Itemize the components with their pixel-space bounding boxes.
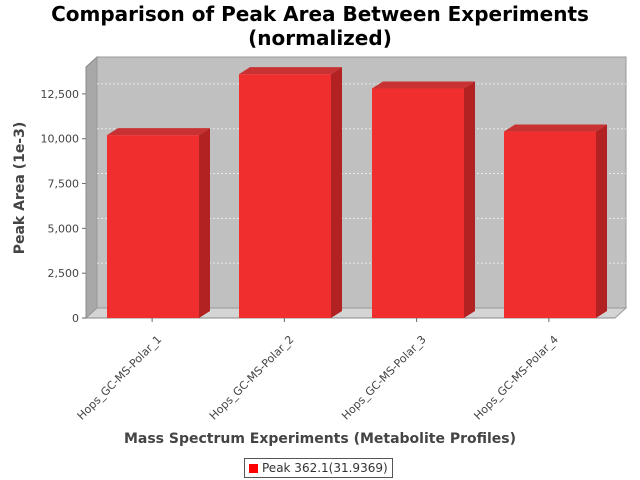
x-tick-label: Hops_GC-MS-Polar_4 bbox=[471, 333, 561, 423]
bar-top bbox=[504, 124, 607, 132]
bar-side bbox=[331, 67, 342, 319]
bar-top bbox=[239, 67, 342, 75]
legend-swatch bbox=[249, 463, 258, 473]
bar-side bbox=[464, 81, 475, 318]
y-tick-label: 0 bbox=[72, 312, 79, 325]
x-tick-label: Hops_GC-MS-Polar_2 bbox=[207, 333, 297, 423]
y-tick-label: 2,500 bbox=[48, 267, 80, 280]
y-tick-label: 5,000 bbox=[48, 222, 80, 235]
chart-title: Comparison of Peak Area Between Experime… bbox=[0, 2, 640, 50]
bar-side bbox=[596, 124, 607, 319]
bar bbox=[504, 131, 596, 318]
chart-title-line-1: Comparison of Peak Area Between Experime… bbox=[51, 2, 589, 26]
x-tick-label: Hops_GC-MS-Polar_3 bbox=[339, 333, 429, 423]
bar-top bbox=[107, 128, 210, 136]
bar-side bbox=[199, 128, 210, 318]
y-tick-label: 7,500 bbox=[48, 178, 80, 191]
chart-title-line-2: (normalized) bbox=[248, 26, 392, 50]
legend: Peak 362.1(31.9369) bbox=[244, 458, 393, 478]
x-axis-label: Mass Spectrum Experiments (Metabolite Pr… bbox=[123, 431, 517, 447]
plot-left-wall bbox=[85, 55, 98, 320]
y-tick-label: 10,000 bbox=[41, 133, 80, 146]
legend-label: Peak 362.1(31.9369) bbox=[262, 461, 388, 475]
bar bbox=[239, 74, 331, 319]
bar bbox=[107, 135, 199, 318]
bar-top bbox=[372, 81, 475, 89]
x-tick-label: Hops_GC-MS-Polar_1 bbox=[75, 333, 165, 423]
y-tick-label: 12,500 bbox=[41, 88, 80, 101]
bar bbox=[372, 88, 464, 318]
